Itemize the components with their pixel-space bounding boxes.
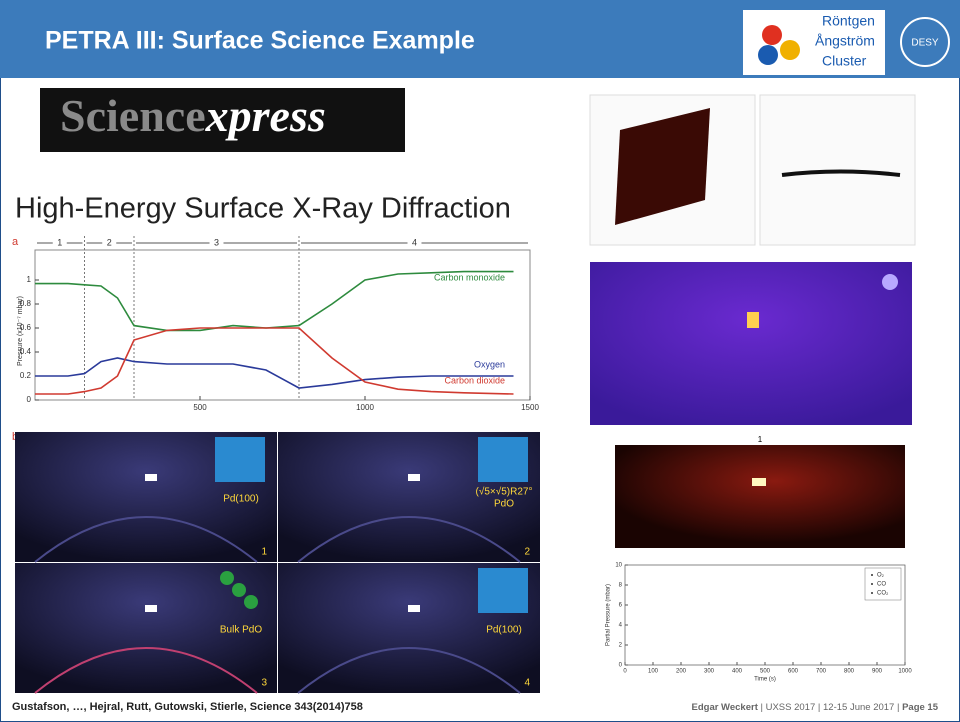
- phase-label: 3: [214, 237, 219, 247]
- structure-inset: [215, 437, 265, 482]
- logo-dot: [762, 25, 782, 45]
- logo-dot: [780, 40, 800, 60]
- phase-label: 2: [107, 237, 112, 247]
- panel-structure: Pd(100): [223, 494, 259, 505]
- series-label: Carbon monoxide: [434, 272, 505, 282]
- series-label: Oxygen: [474, 359, 505, 369]
- x-tick-label: 500: [193, 403, 207, 412]
- bright-spot: [747, 312, 759, 328]
- desy-text: DESY: [911, 38, 939, 49]
- bright-spot: [408, 605, 420, 612]
- detector-image: [615, 445, 905, 548]
- y-axis-label: Partial Pressure (mbar): [606, 584, 612, 646]
- title: PETRA III: Surface Science Example: [45, 27, 475, 55]
- legend-entry: CO: [877, 582, 886, 588]
- slide: PETRA III: Surface Science Example Röntg…: [0, 0, 960, 722]
- panel-number: 4: [524, 678, 530, 689]
- citation: Gustafson, …, Hejral, Rutt, Gutowski, St…: [12, 701, 363, 713]
- logo-text: Röntgen: [822, 13, 875, 29]
- panel-label: a: [12, 236, 19, 248]
- bright-spot: [408, 474, 420, 481]
- logo-text: Cluster: [822, 53, 867, 69]
- atom: [244, 595, 258, 609]
- panel-number: 2: [524, 547, 530, 558]
- bright-spot: [752, 478, 766, 486]
- x-tick-label: 800: [844, 669, 855, 675]
- series-label: Carbon dioxide: [444, 375, 505, 385]
- legend-marker: [871, 592, 873, 594]
- x-tick-label: 300: [704, 669, 715, 675]
- banner-text: Sciencexpress: [60, 90, 326, 141]
- y-axis-label: Pressure (x10⁻⁷ mbar): [17, 296, 24, 366]
- plot-area: [625, 565, 905, 665]
- x-tick-label: 900: [872, 669, 883, 675]
- logo-text: Ångström: [815, 33, 875, 49]
- play-button[interactable]: [882, 274, 898, 290]
- bright-spot: [145, 474, 157, 481]
- legend-entry: CO₂: [877, 591, 889, 597]
- structure-inset: [478, 568, 528, 613]
- x-tick-label: 200: [676, 669, 687, 675]
- y-tick-label: 0.2: [20, 371, 32, 380]
- panel-number: 1: [261, 547, 267, 558]
- panel-structure: (√5×√5)R27°: [476, 486, 533, 498]
- panel-structure: PdO: [494, 499, 514, 510]
- x-tick-label: 700: [816, 669, 827, 675]
- phase-label: 1: [57, 237, 62, 247]
- atom: [232, 583, 246, 597]
- y-tick-label: 10: [615, 563, 622, 569]
- phase-label: 4: [412, 237, 417, 247]
- legend-marker: [871, 583, 873, 585]
- x-axis-label: Time (s): [754, 677, 776, 683]
- atom: [220, 571, 234, 585]
- footer-info: Edgar Weckert | UXSS 2017 | 12-15 June 2…: [692, 702, 939, 713]
- x-tick-label: 100: [648, 669, 659, 675]
- x-tick-label: 1000: [356, 403, 374, 412]
- legend-entry: O₂: [877, 573, 885, 579]
- x-tick-label: 400: [732, 669, 743, 675]
- y-tick-label: 0: [27, 395, 32, 404]
- logo-dot: [758, 45, 778, 65]
- structure-inset: [478, 437, 528, 482]
- heading: High-Energy Surface X-Ray Diffraction: [15, 193, 511, 225]
- x-tick-label: 500: [760, 669, 771, 675]
- detector-image: [590, 262, 912, 425]
- frame-number: 1: [758, 435, 763, 444]
- legend-marker: [871, 574, 873, 576]
- y-tick-label: 1: [27, 275, 32, 284]
- x-tick-label: 1500: [521, 403, 539, 412]
- x-tick-label: 600: [788, 669, 799, 675]
- x-tick-label: 1000: [898, 669, 912, 675]
- panel-number: 3: [261, 678, 267, 689]
- panel-structure: Bulk PdO: [220, 625, 262, 636]
- bright-spot: [145, 605, 157, 612]
- panel-structure: Pd(100): [486, 625, 522, 636]
